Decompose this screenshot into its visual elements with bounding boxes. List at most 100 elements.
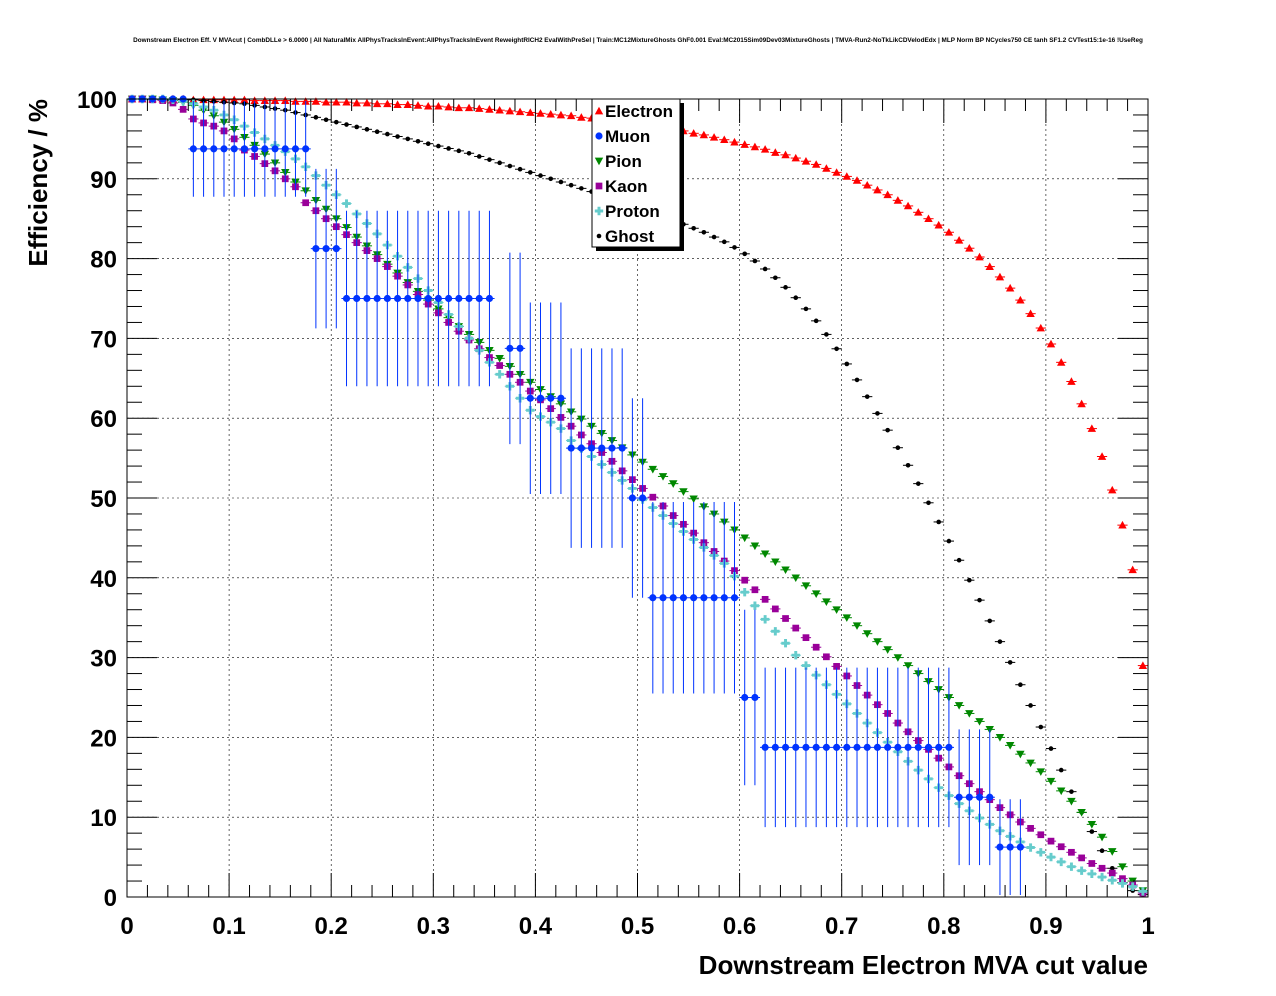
electron-point <box>832 168 841 176</box>
kaon-point <box>1068 848 1075 856</box>
electron-point <box>413 101 423 109</box>
muon-point <box>802 743 810 751</box>
proton-point <box>750 601 760 610</box>
x-tick-label: 0.5 <box>621 913 654 940</box>
ghost-point <box>732 245 737 250</box>
pion-point <box>1046 777 1056 786</box>
electron-point <box>546 109 555 118</box>
muon-point <box>700 594 708 602</box>
proton-point <box>1046 852 1056 862</box>
pion-point <box>965 710 974 718</box>
ghost-point <box>783 285 788 290</box>
pion-point <box>781 566 790 575</box>
muon-point <box>271 145 279 153</box>
electron-point <box>822 164 831 172</box>
electron-point <box>577 113 586 121</box>
electron-point <box>485 105 494 113</box>
proton-point <box>1108 876 1117 885</box>
proton-point <box>1057 857 1066 867</box>
muon-point <box>353 294 361 303</box>
kaon-point <box>751 586 759 594</box>
muon-point <box>628 494 636 502</box>
ghost-point <box>721 239 727 245</box>
pion-point <box>893 654 903 662</box>
ghost-point <box>701 229 707 235</box>
ghost-point <box>405 136 411 142</box>
electron-point <box>975 252 984 261</box>
electron-point <box>566 111 576 120</box>
pion-point <box>883 646 892 654</box>
axis-ticks <box>126 98 1149 898</box>
pion-point <box>750 542 760 551</box>
ghost-point <box>844 361 850 367</box>
electron-point <box>505 106 515 115</box>
muon-point <box>720 594 728 602</box>
muon-series <box>127 95 1026 896</box>
ghost-point <box>834 346 839 352</box>
electron-point <box>464 103 474 112</box>
muon-point <box>884 743 892 751</box>
ghost-point <box>374 129 380 135</box>
ghost-point <box>1109 865 1115 871</box>
muon-point <box>567 444 575 452</box>
pion-point <box>1057 787 1066 796</box>
pion-point <box>760 550 770 559</box>
electron-point <box>893 196 903 204</box>
muon-point <box>393 294 402 303</box>
ghost-point <box>446 146 451 151</box>
electron-point <box>352 98 361 107</box>
kaon-point <box>1098 864 1106 872</box>
muon-point <box>383 294 391 303</box>
ghost-point <box>323 117 329 123</box>
muon-point <box>506 344 514 352</box>
ghost-point <box>711 234 717 240</box>
muon-point <box>312 245 320 253</box>
muon-point <box>526 394 534 402</box>
electron-point <box>372 99 382 108</box>
y-tick-label: 90 <box>90 167 117 194</box>
ghost-point <box>762 266 768 272</box>
ghost-point <box>558 179 564 185</box>
x-tick-label: 0.4 <box>519 913 553 940</box>
ghost-point <box>946 538 952 544</box>
electron-point <box>281 96 290 104</box>
ghost-point <box>864 394 870 399</box>
ghost-point <box>1099 848 1105 854</box>
pion-point <box>903 662 913 670</box>
y-tick-label: 60 <box>90 406 117 433</box>
muon-point <box>598 444 606 452</box>
kaon-point <box>771 605 779 613</box>
electron-point <box>750 142 760 151</box>
pion-point <box>495 354 504 363</box>
ghost-point <box>538 173 543 178</box>
y-tick-label: 80 <box>90 247 117 274</box>
electron-point <box>1077 399 1086 408</box>
ghost-point <box>497 160 502 166</box>
muon-point <box>434 294 442 303</box>
y-tick-label: 30 <box>90 646 117 673</box>
pion-point <box>1036 768 1045 776</box>
ghost-point <box>313 115 319 120</box>
pion-point <box>791 574 800 582</box>
electron-point <box>515 107 525 116</box>
muon-point <box>986 793 994 801</box>
proton-point <box>791 651 800 660</box>
muon-point <box>373 294 381 303</box>
kaon-point <box>741 576 749 584</box>
ghost-point <box>977 597 982 603</box>
electron-point <box>811 160 821 168</box>
muon-point <box>710 594 718 602</box>
pion-point <box>852 622 862 630</box>
muon-point <box>965 793 973 801</box>
proton-point <box>342 199 351 208</box>
muon-point <box>536 394 545 402</box>
pion-point <box>1016 750 1025 759</box>
electron-point <box>301 97 310 105</box>
electron-point <box>393 100 402 108</box>
proton-point <box>781 639 790 648</box>
muon-point <box>455 294 463 303</box>
ghost-point <box>793 295 799 301</box>
legend-label-pion: Pion <box>605 152 642 171</box>
electron-point <box>863 180 872 189</box>
pion-point <box>873 638 882 646</box>
